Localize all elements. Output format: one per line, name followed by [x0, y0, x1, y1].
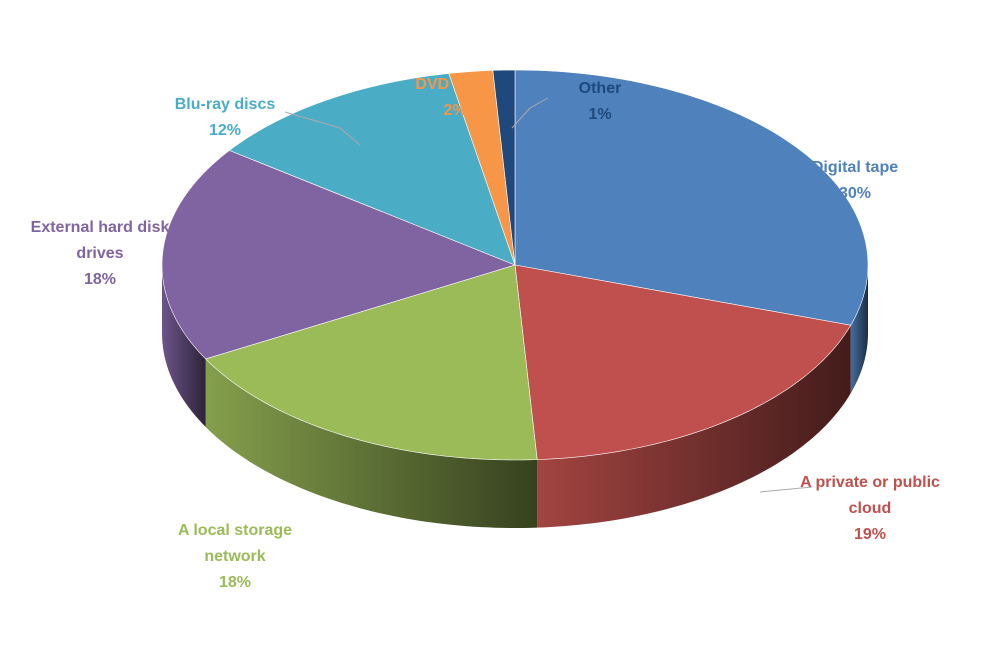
- data-label: Digital tape 30%: [770, 155, 940, 207]
- data-label: Blu-ray discs 12%: [140, 92, 310, 144]
- category-label: Digital tape: [811, 159, 899, 176]
- slice-side: [537, 325, 851, 528]
- pie-slice: [514, 264, 852, 460]
- value-label: 18%: [83, 271, 117, 288]
- leader-line: [284, 111, 361, 146]
- pie-slice: [161, 150, 516, 360]
- leader-line: [511, 97, 549, 129]
- value-label: 18%: [218, 574, 252, 591]
- value-label: 2%: [443, 102, 467, 119]
- slice-side: [162, 265, 206, 427]
- slice-side: [205, 358, 538, 528]
- data-label: A private or public cloud 19%: [785, 470, 955, 548]
- value-label: 30%: [838, 185, 872, 202]
- data-label: A local storage network 18%: [160, 518, 310, 596]
- data-label: External hard disk drives 18%: [15, 215, 185, 293]
- category-label: DVD discs: [415, 76, 495, 93]
- pie-slice: [228, 73, 516, 266]
- slice-side: [850, 265, 868, 394]
- pie-slice: [448, 70, 516, 266]
- category-label: Other: [578, 80, 622, 97]
- category-label: Blu-ray discs: [174, 96, 276, 113]
- data-label: DVD discs 2%: [370, 72, 540, 124]
- value-label: 19%: [853, 526, 887, 543]
- value-label: 1%: [588, 106, 612, 123]
- value-label: 12%: [208, 122, 242, 139]
- category-label: A local storage network: [177, 522, 293, 565]
- category-label: A private or public cloud: [800, 474, 940, 517]
- leader-line: [759, 486, 813, 493]
- category-label: External hard disk drives: [30, 219, 170, 262]
- pie-slice: [492, 69, 516, 266]
- pie-slice: [205, 264, 538, 461]
- data-label: Other 1%: [515, 76, 685, 128]
- pie-slice: [514, 69, 869, 326]
